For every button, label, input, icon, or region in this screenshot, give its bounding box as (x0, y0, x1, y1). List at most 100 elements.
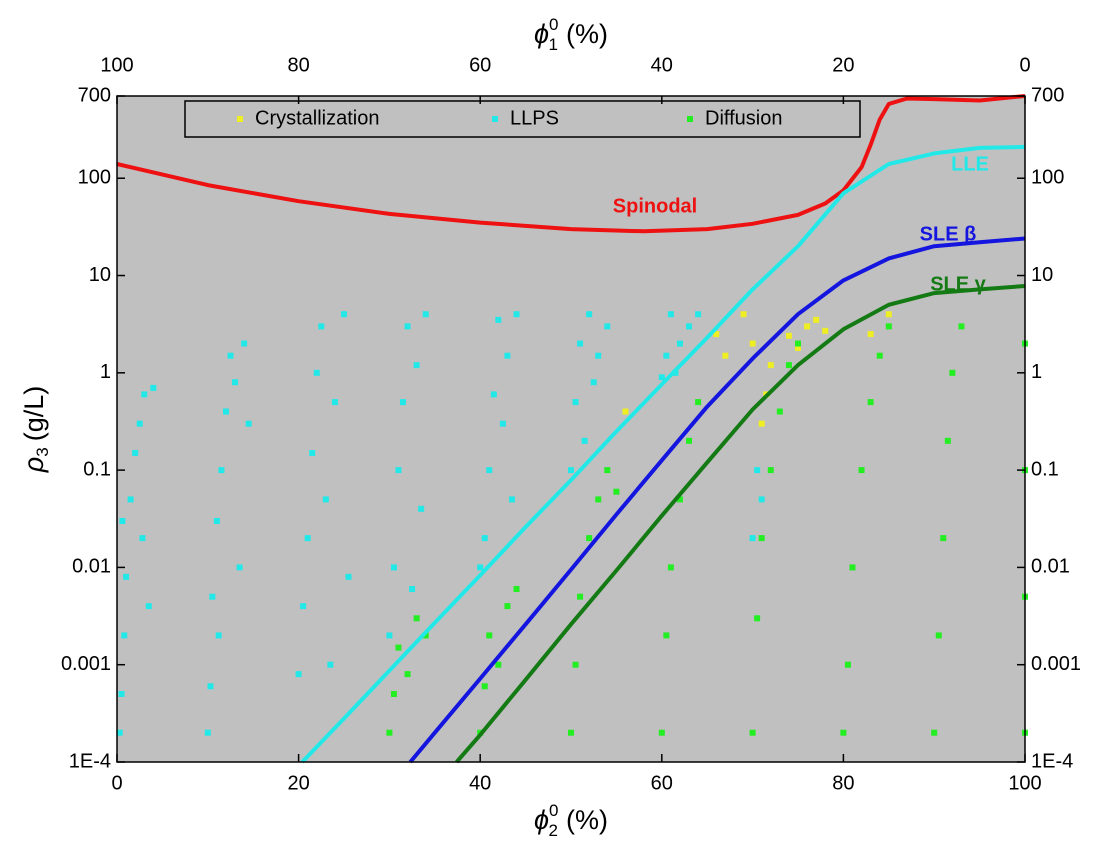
x2-tick-label: 0 (1019, 54, 1030, 76)
y-tick-label: 0.1 (83, 458, 111, 480)
scatter-point (876, 352, 883, 359)
scatter-point (667, 564, 674, 571)
scatter-point (749, 729, 756, 736)
scatter-point (749, 535, 756, 542)
scatter-point (304, 535, 311, 542)
scatter-point (341, 311, 347, 318)
scatter-point (604, 467, 611, 474)
scatter-point (215, 632, 222, 639)
scatter-point (513, 311, 520, 318)
scatter-point (116, 729, 123, 736)
scatter-point (345, 573, 352, 580)
scatter-point (658, 374, 665, 381)
scatter-point (495, 661, 502, 668)
y2-tick-label: 700 (1031, 84, 1064, 106)
scatter-point (123, 573, 130, 580)
scatter-point (322, 496, 329, 503)
scatter-point (390, 564, 397, 571)
scatter-point (395, 467, 402, 474)
scatter-point (572, 399, 579, 406)
scatter-point (390, 690, 397, 697)
scatter-point (486, 467, 493, 474)
scatter-point (586, 311, 593, 318)
y2-tick-label: 0.1 (1031, 458, 1059, 480)
scatter-point (695, 311, 702, 318)
scatter-point (245, 420, 252, 427)
scatter-point (676, 496, 683, 503)
scatter-point (213, 517, 220, 524)
scatter-point (581, 437, 588, 444)
scatter-point (150, 384, 157, 391)
scatter-point (858, 467, 865, 474)
scatter-point (404, 671, 411, 678)
scatter-point (309, 449, 316, 456)
scatter-point (676, 340, 683, 347)
curve (116, 94, 1026, 234)
scatter-point (504, 352, 511, 359)
scatter-point (686, 323, 693, 330)
scatter-point (218, 467, 225, 474)
scatter-point (754, 615, 761, 622)
scatter-point (785, 362, 792, 369)
scatter-point (758, 535, 765, 542)
scatter-point (513, 585, 520, 592)
scatter-point (477, 564, 484, 571)
scatter-point (386, 729, 393, 736)
scatter-point (749, 340, 756, 347)
curve-label: Spinodal (613, 195, 697, 217)
x-tick-label: 0 (111, 772, 122, 794)
scatter-point (944, 437, 951, 444)
y-tick-label: 700 (78, 84, 111, 106)
scatter-point (931, 729, 938, 736)
curve (300, 144, 1026, 764)
scatter-point (667, 311, 674, 318)
scatter-point (595, 496, 602, 503)
scatter-point (767, 467, 774, 474)
curve (408, 236, 1026, 764)
scatter-point (418, 505, 425, 512)
scatter-point (318, 323, 325, 330)
scatter-point (568, 467, 574, 474)
legend-marker (687, 116, 693, 122)
scatter-point (804, 323, 811, 330)
x2-tick-label: 60 (469, 54, 491, 76)
y-tick-label: 1 (100, 361, 111, 383)
x2-tick-label: 20 (832, 54, 854, 76)
scatter-point (145, 603, 152, 610)
scatter-point (127, 496, 134, 503)
x-tick-label: 20 (287, 772, 309, 794)
scatter-point (139, 535, 146, 542)
scatter-point (949, 369, 956, 376)
curve-label: LLE (951, 153, 989, 175)
scatter-point (958, 323, 965, 330)
y2-tick-label: 0.01 (1031, 556, 1070, 578)
y2-tick-label: 1 (1031, 361, 1042, 383)
scatter-point (490, 391, 497, 398)
scatter-point (885, 311, 892, 318)
x2-tick-label: 40 (651, 54, 673, 76)
scatter-point (686, 437, 693, 444)
scatter-point (754, 467, 761, 474)
legend-marker (237, 116, 243, 122)
scatter-point (422, 632, 429, 639)
scatter-point (395, 644, 402, 651)
y2-tick-label: 100 (1031, 167, 1064, 189)
scatter-point (776, 408, 783, 415)
scatter-point (849, 564, 856, 571)
scatter-point (132, 449, 139, 456)
scatter-point (622, 408, 629, 415)
legend-label: LLPS (510, 107, 559, 129)
y-tick-label: 1E-4 (69, 750, 111, 772)
scatter-point (241, 340, 248, 347)
scatter-point (481, 683, 488, 690)
scatter-point (572, 661, 579, 668)
curve (455, 284, 1026, 764)
scatter-point (940, 535, 947, 542)
scatter-point (295, 671, 302, 678)
y-tick-label: 100 (78, 167, 111, 189)
scatter-point (236, 564, 243, 571)
scatter-point (785, 332, 792, 339)
scatter-point (119, 517, 126, 524)
scatter-point (935, 632, 942, 639)
scatter-point (204, 729, 211, 736)
